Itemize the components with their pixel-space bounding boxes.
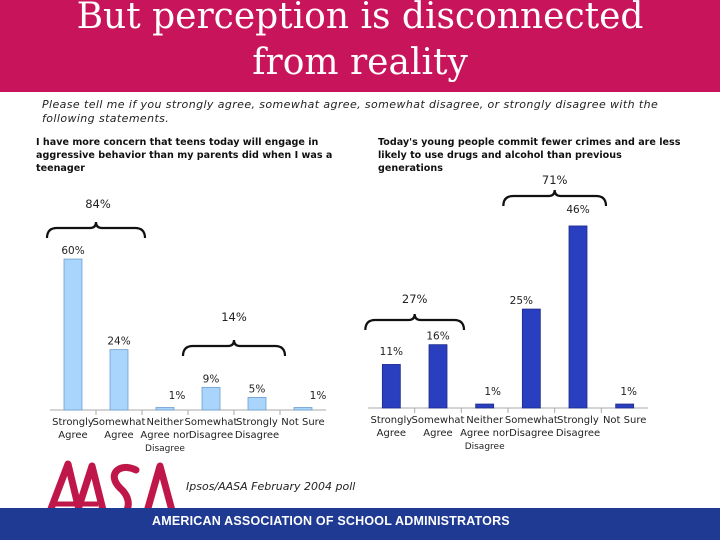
left-category-label-3: Disagree [145,444,185,454]
right-value-label-2: 16% [426,331,449,343]
footer-org-name: AMERICAN ASSOCIATION OF SCHOOL ADMINISTR… [152,514,510,528]
right-category-label-4: Disagree [509,428,553,439]
title-line-1: But perception is disconnected [76,0,644,37]
left-bar-3 [155,407,175,411]
left-value-label-5: 5% [249,383,266,395]
right-category-label-6: Not Sure [603,415,646,426]
footer-band [0,508,720,540]
right-category-label-2: Somewhat [412,415,465,426]
left-bar-2 [109,349,129,411]
right-bar-3 [475,403,495,409]
left-category-label-5: Disagree [235,430,279,441]
right-category-label-5: Disagree [556,428,600,439]
right-bar-1 [381,364,401,409]
right-category-label-3: Neither [466,415,504,426]
left-value-label-3: 1% [169,390,186,402]
right-category-label-3: Agree nor [460,428,510,439]
right-category-label-2: Agree [423,428,452,439]
right-value-label-4: 25% [510,295,533,307]
right-category-label-1: Strongly [370,415,412,426]
left-bracket-1 [45,221,147,239]
left-category-label-2: Agree [104,430,133,441]
right-bar-4 [521,308,541,409]
left-category-label-3: Neither [147,417,185,428]
right-bar-6 [615,403,635,409]
right-bracket-label-2: 71% [542,173,568,187]
left-bar-4 [201,386,221,411]
right-category-label-3: Disagree [465,442,505,452]
left-category-label-1: Agree [58,430,87,441]
left-value-label-4: 9% [203,373,220,385]
right-category-label-5: Strongly [557,415,599,426]
left-category-label-6: Not Sure [281,417,324,428]
left-value-label-6: 1% [310,390,327,402]
left-bracket-label-1: 84% [85,197,111,211]
title-banner [0,0,720,92]
left-chart-title: I have more concern that teens today wil… [36,137,333,174]
right-bracket-label-1: 27% [402,292,428,306]
left-category-label-3: Agree nor [140,430,190,441]
right-value-label-1: 11% [380,346,403,358]
right-value-label-5: 46% [566,204,589,216]
left-value-label-2: 24% [107,336,130,348]
right-bar-2 [428,344,448,409]
left-bracket-label-2: 14% [221,310,247,324]
left-bracket-2 [181,339,287,357]
left-bar-6 [293,407,313,411]
survey-question: Please tell me if you strongly agree, so… [42,98,659,125]
right-bar-5 [568,225,588,409]
source-note: Ipsos/AASA February 2004 poll [186,480,356,493]
title-line-2: from reality [252,42,468,83]
right-chart-title: Today's young people commit fewer crimes… [378,137,681,174]
right-category-label-4: Somewhat [505,415,558,426]
right-bracket-2 [502,189,608,207]
left-category-label-4: Somewhat [185,417,238,428]
right-category-label-1: Agree [377,428,406,439]
left-bar-5 [247,397,267,411]
left-category-label-4: Disagree [189,430,233,441]
left-category-label-2: Somewhat [93,417,146,428]
left-category-label-5: Strongly [236,417,278,428]
left-value-label-1: 60% [61,245,84,257]
slide-title: But perception is disconnected from real… [0,0,720,86]
right-bracket-1 [364,313,466,331]
right-value-label-6: 1% [620,386,637,398]
left-bar-1 [63,258,83,411]
left-category-label-1: Strongly [52,417,94,428]
right-value-label-3: 1% [484,386,501,398]
